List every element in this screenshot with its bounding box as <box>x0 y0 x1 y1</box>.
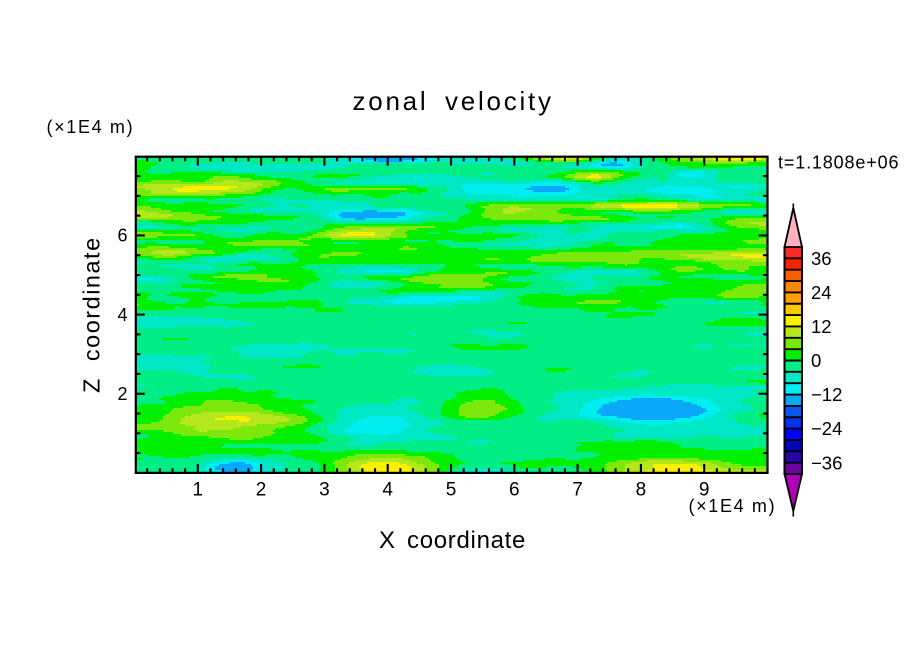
svg-text:5: 5 <box>446 480 457 501</box>
svg-text:36: 36 <box>811 248 832 269</box>
svg-text:(×1E4 m): (×1E4 m) <box>689 496 777 516</box>
svg-text:6: 6 <box>117 226 127 246</box>
svg-text:(×1E4 m): (×1E4 m) <box>47 117 135 137</box>
svg-text:9: 9 <box>699 480 710 501</box>
svg-text:7: 7 <box>572 480 583 501</box>
svg-text:−12: −12 <box>811 384 842 405</box>
svg-text:t=1.1808e+06: t=1.1808e+06 <box>778 153 899 173</box>
svg-text:velocity: velocity <box>445 86 554 116</box>
svg-text:4: 4 <box>382 480 393 501</box>
svg-text:12: 12 <box>811 316 832 337</box>
svg-text:3: 3 <box>319 480 330 501</box>
svg-text:1: 1 <box>193 480 204 501</box>
svg-text:zonal: zonal <box>353 86 429 116</box>
svg-text:Z coordinate: Z coordinate <box>79 236 105 393</box>
svg-text:24: 24 <box>811 282 832 303</box>
svg-text:−24: −24 <box>811 418 842 439</box>
svg-text:coordinate: coordinate <box>407 527 526 554</box>
svg-text:0: 0 <box>811 350 821 371</box>
svg-text:2: 2 <box>256 480 267 501</box>
svg-text:6: 6 <box>509 480 520 501</box>
svg-text:8: 8 <box>636 480 647 501</box>
svg-text:2: 2 <box>117 384 127 404</box>
svg-text:X: X <box>379 527 395 554</box>
svg-text:−36: −36 <box>811 452 842 473</box>
svg-text:4: 4 <box>117 305 127 325</box>
